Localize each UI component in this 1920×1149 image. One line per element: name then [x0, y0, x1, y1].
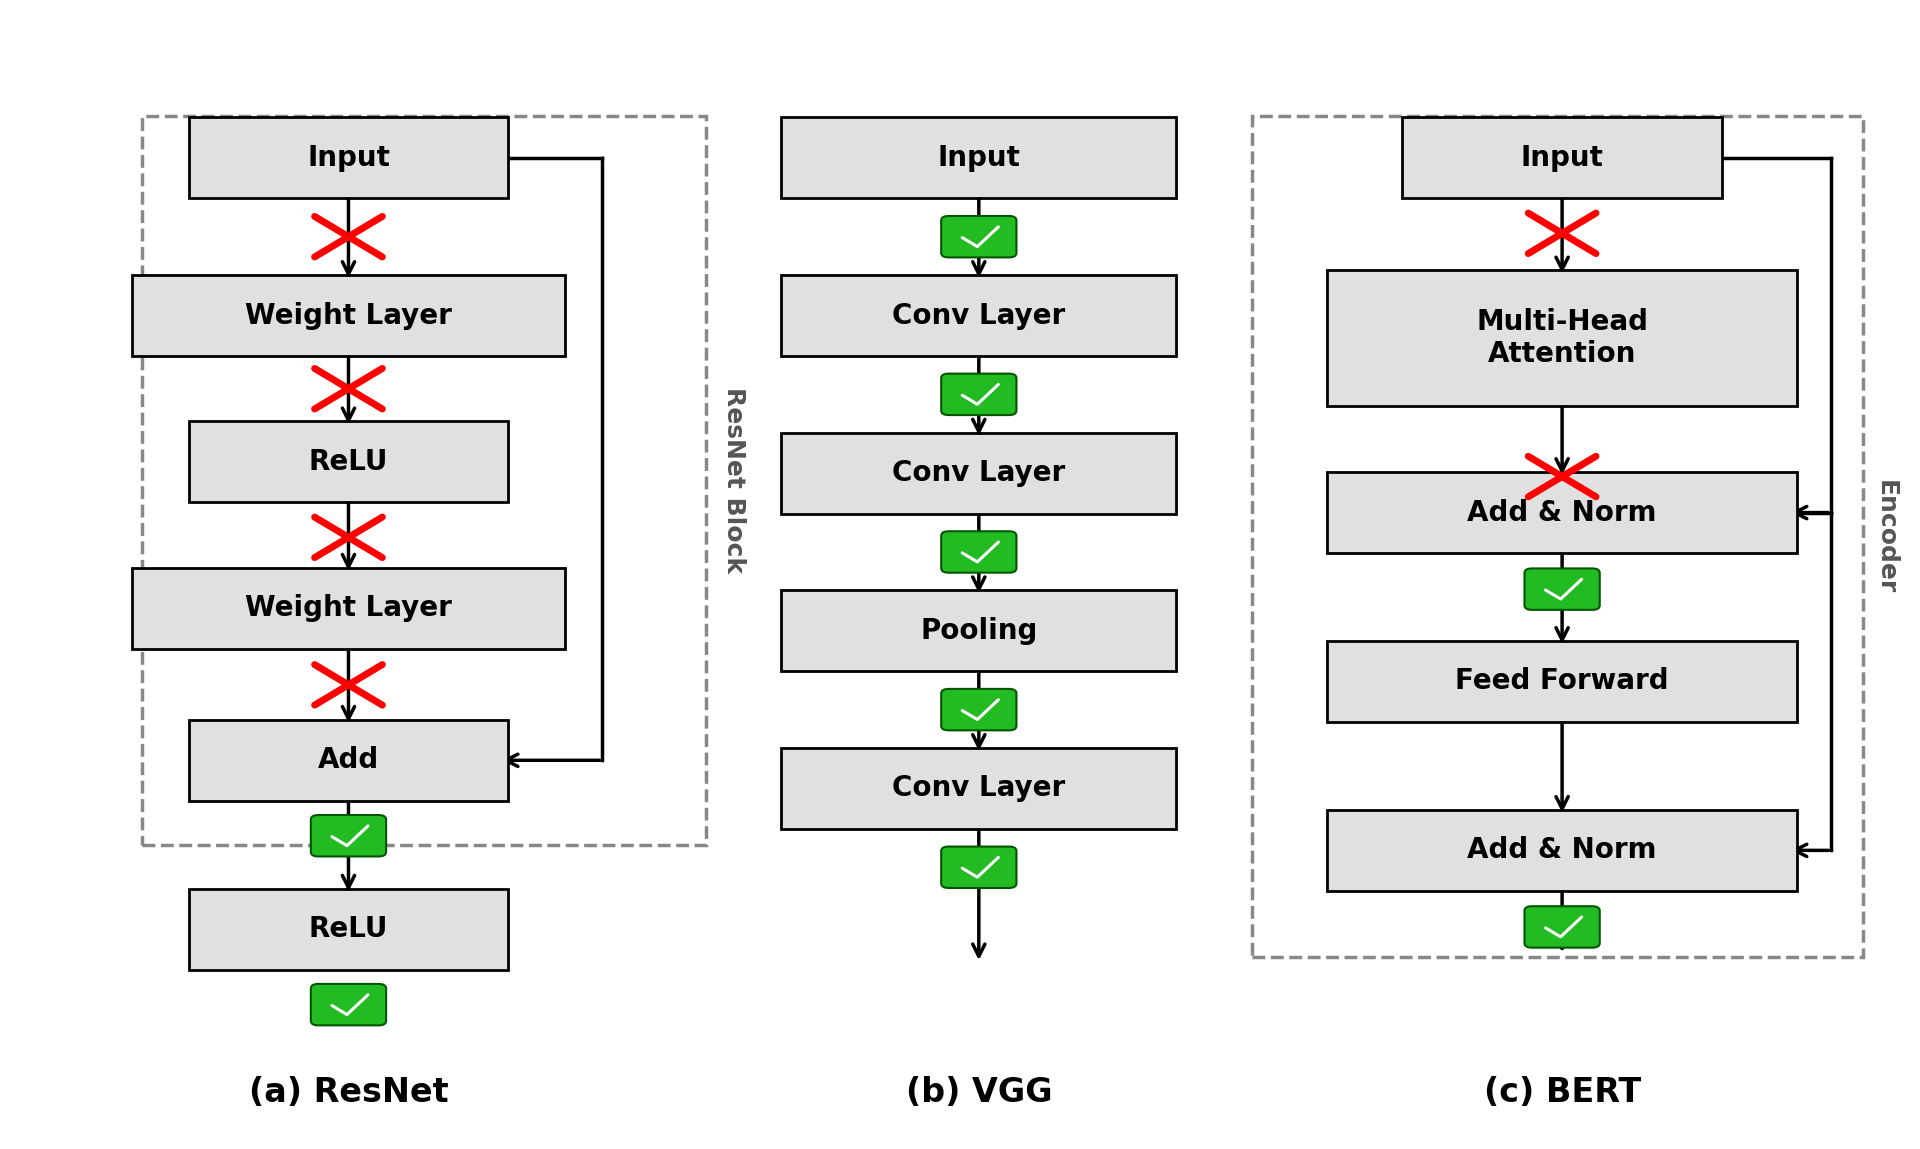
- FancyBboxPatch shape: [941, 373, 1016, 415]
- FancyBboxPatch shape: [941, 216, 1016, 257]
- Text: Input: Input: [937, 144, 1020, 172]
- FancyBboxPatch shape: [1524, 907, 1599, 948]
- Text: (b) VGG: (b) VGG: [906, 1075, 1052, 1109]
- FancyBboxPatch shape: [132, 275, 564, 356]
- Text: Weight Layer: Weight Layer: [246, 594, 451, 623]
- Text: Add & Norm: Add & Norm: [1467, 499, 1657, 526]
- Text: (a) ResNet: (a) ResNet: [250, 1075, 447, 1109]
- FancyBboxPatch shape: [781, 748, 1177, 828]
- FancyBboxPatch shape: [311, 815, 386, 856]
- FancyBboxPatch shape: [1327, 472, 1797, 553]
- FancyBboxPatch shape: [941, 689, 1016, 731]
- FancyBboxPatch shape: [188, 422, 509, 502]
- Text: Encoder: Encoder: [1874, 479, 1897, 594]
- FancyBboxPatch shape: [1327, 810, 1797, 890]
- FancyBboxPatch shape: [781, 117, 1177, 199]
- FancyBboxPatch shape: [311, 984, 386, 1025]
- FancyBboxPatch shape: [188, 117, 509, 199]
- FancyBboxPatch shape: [781, 433, 1177, 514]
- Text: Weight Layer: Weight Layer: [246, 301, 451, 330]
- FancyBboxPatch shape: [941, 531, 1016, 572]
- FancyBboxPatch shape: [188, 888, 509, 970]
- Text: Input: Input: [307, 144, 390, 172]
- Text: ReLU: ReLU: [309, 448, 388, 476]
- FancyBboxPatch shape: [781, 275, 1177, 356]
- Text: ReLU: ReLU: [309, 916, 388, 943]
- Text: Conv Layer: Conv Layer: [893, 774, 1066, 802]
- FancyBboxPatch shape: [1327, 641, 1797, 722]
- FancyBboxPatch shape: [941, 847, 1016, 888]
- Text: Add: Add: [319, 747, 378, 774]
- FancyBboxPatch shape: [1327, 270, 1797, 406]
- FancyBboxPatch shape: [132, 568, 564, 649]
- Text: (c) BERT: (c) BERT: [1484, 1075, 1642, 1109]
- FancyBboxPatch shape: [1524, 569, 1599, 610]
- Text: Pooling: Pooling: [920, 617, 1037, 645]
- FancyBboxPatch shape: [1402, 117, 1722, 199]
- Text: Multi-Head
Attention: Multi-Head Attention: [1476, 308, 1647, 368]
- FancyBboxPatch shape: [188, 719, 509, 801]
- Text: Feed Forward: Feed Forward: [1455, 668, 1668, 695]
- Text: Input: Input: [1521, 144, 1603, 172]
- Text: Conv Layer: Conv Layer: [893, 301, 1066, 330]
- Text: Conv Layer: Conv Layer: [893, 460, 1066, 487]
- Text: ResNet Block: ResNet Block: [722, 387, 747, 573]
- Text: Add & Norm: Add & Norm: [1467, 836, 1657, 864]
- FancyBboxPatch shape: [781, 591, 1177, 671]
